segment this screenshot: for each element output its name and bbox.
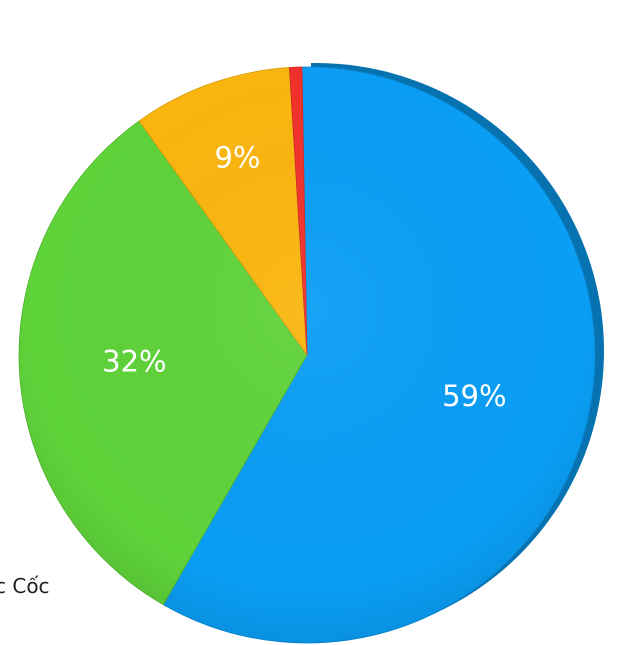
pie-labels: 59% 32% 9%	[102, 141, 506, 414]
slice-label-2: 32%	[102, 345, 166, 379]
legend-entry: c Cốc	[0, 574, 100, 598]
slice-label-3: 9%	[214, 141, 260, 175]
slice-label-1: 59%	[442, 379, 506, 413]
legend-entry-label: c Cốc	[0, 574, 50, 598]
